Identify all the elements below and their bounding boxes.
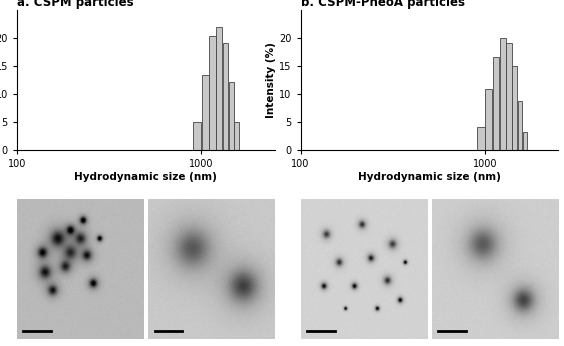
Bar	[228, 82, 233, 150]
Bar	[193, 122, 201, 150]
Bar	[506, 43, 512, 150]
Bar	[209, 36, 215, 150]
Bar	[202, 75, 209, 150]
Bar	[234, 122, 239, 150]
Text: a. CSPM particles: a. CSPM particles	[17, 0, 134, 9]
Text: b. CSPM-PheoA particles: b. CSPM-PheoA particles	[301, 0, 465, 9]
Bar	[223, 43, 228, 150]
Bar	[485, 89, 492, 150]
Bar	[500, 38, 506, 150]
Bar	[518, 101, 522, 150]
Bar	[512, 66, 517, 150]
Bar	[216, 27, 222, 150]
Bar	[493, 57, 499, 150]
X-axis label: Hydrodynamic size (nm): Hydrodynamic size (nm)	[358, 172, 501, 182]
Bar	[477, 127, 484, 150]
Y-axis label: Intensity (%): Intensity (%)	[266, 42, 276, 118]
Bar	[523, 133, 527, 150]
X-axis label: Hydrodynamic size (nm): Hydrodynamic size (nm)	[74, 172, 217, 182]
